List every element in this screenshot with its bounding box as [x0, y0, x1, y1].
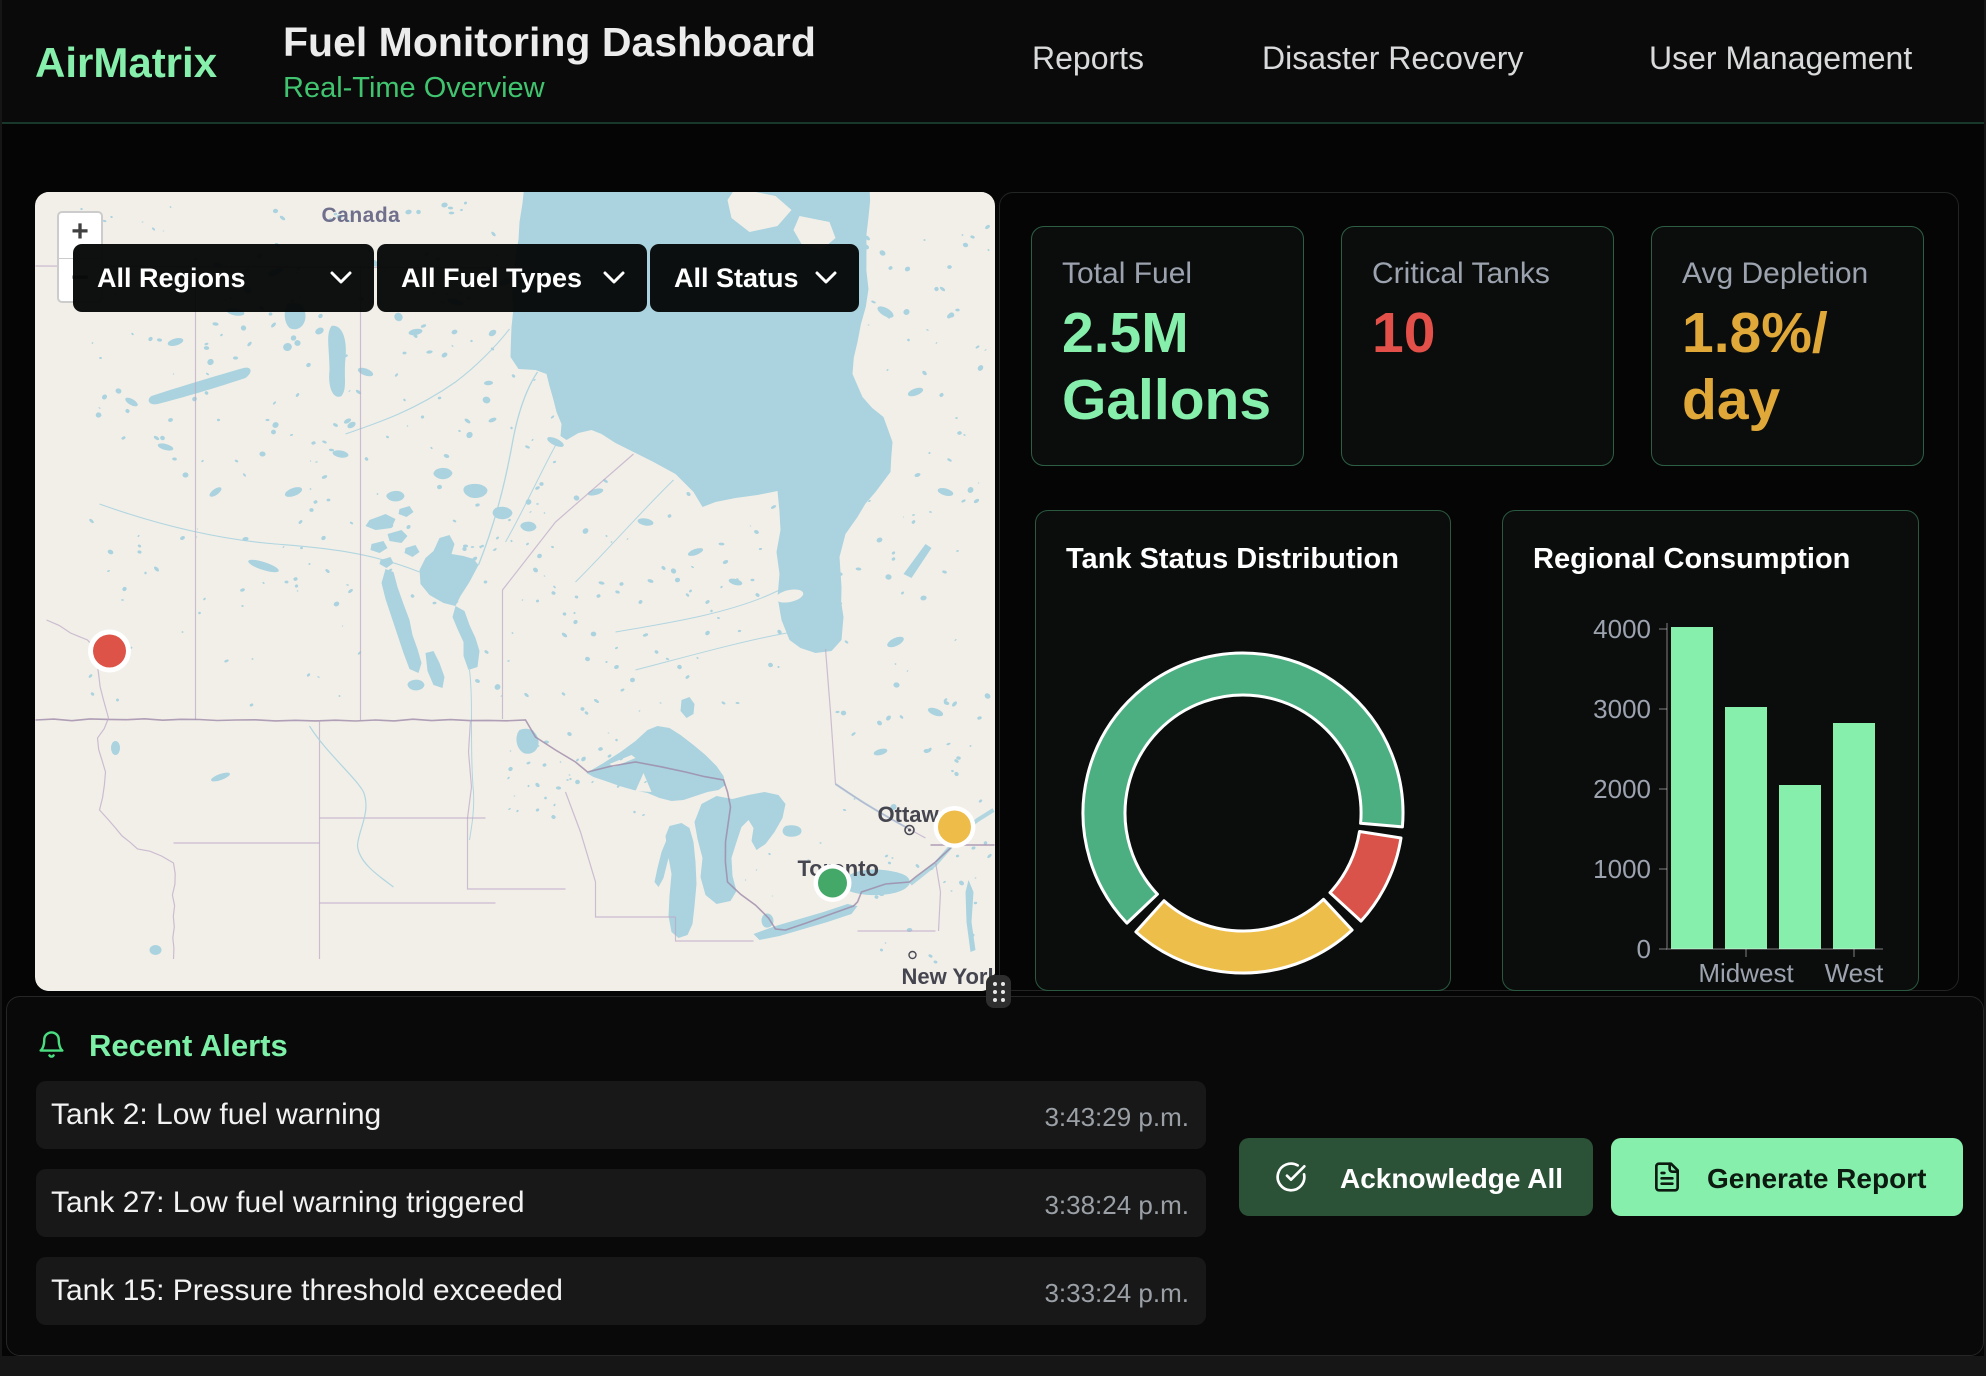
- svg-text:2000: 2000: [1593, 774, 1651, 804]
- svg-text:0: 0: [1637, 934, 1651, 964]
- svg-text:Midwest: Midwest: [1698, 958, 1794, 988]
- svg-text:3000: 3000: [1593, 694, 1651, 724]
- svg-text:West: West: [1825, 958, 1885, 988]
- svg-text:4000: 4000: [1593, 614, 1651, 644]
- svg-text:New York: New York: [902, 964, 996, 989]
- svg-text:Canada: Canada: [322, 204, 401, 227]
- svg-text:1000: 1000: [1593, 854, 1651, 884]
